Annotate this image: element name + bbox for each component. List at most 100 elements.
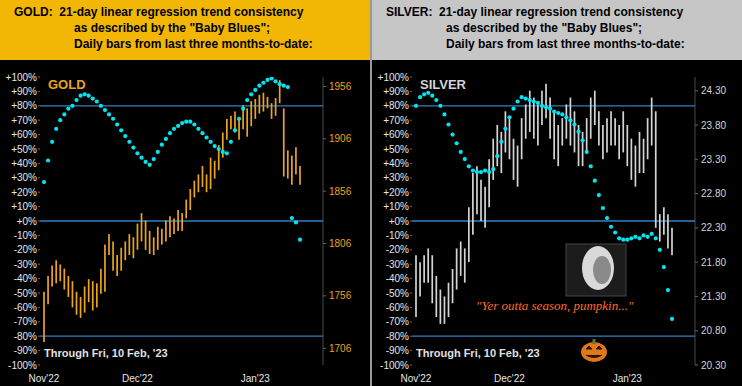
price-bar xyxy=(149,231,151,254)
y-tick-label: -10% xyxy=(386,230,409,241)
baby-blue-dot xyxy=(666,288,670,292)
baby-blue-dot xyxy=(103,108,107,112)
baby-blue-dot xyxy=(589,164,593,168)
baby-blue-dot xyxy=(450,133,454,137)
y-tick xyxy=(38,163,40,164)
price-bar xyxy=(655,111,657,228)
price-bar xyxy=(299,166,301,185)
y2-tick xyxy=(323,295,326,296)
price-bar xyxy=(431,255,433,303)
price-bar xyxy=(586,118,588,152)
baby-blue-dot xyxy=(646,235,650,239)
baby-blue-dot xyxy=(658,248,662,252)
baby-blue-dot xyxy=(83,92,87,96)
price-bar xyxy=(88,279,90,302)
baby-blue-dot xyxy=(294,220,298,224)
baby-blue-dot xyxy=(180,121,184,125)
baby-blue-dot xyxy=(552,109,556,113)
y-tick-label: -80% xyxy=(386,331,409,342)
price-bar xyxy=(165,220,167,241)
y-tick xyxy=(410,350,412,351)
price-bar xyxy=(137,224,139,250)
baby-blue-dot xyxy=(74,98,78,102)
baby-blue-dot xyxy=(156,150,160,154)
price-bar xyxy=(108,234,110,255)
price-bar xyxy=(185,200,187,219)
price-bar xyxy=(460,242,462,276)
price-bar xyxy=(92,281,94,310)
price-bar xyxy=(51,266,53,287)
price-bar xyxy=(427,248,429,282)
plot-area xyxy=(42,77,302,342)
y-tick-label: -30% xyxy=(386,259,409,270)
baby-blue-dot xyxy=(286,85,290,89)
y2-tick xyxy=(695,330,698,331)
baby-blue-dot xyxy=(662,265,666,269)
price-bar xyxy=(116,255,118,276)
y-tick-label: +60% xyxy=(383,129,409,140)
y2-tick xyxy=(323,86,326,87)
price-bar xyxy=(63,269,65,290)
y-tick xyxy=(38,77,40,78)
baby-blue-dot xyxy=(225,151,229,155)
y-tick-label: -60% xyxy=(14,302,37,313)
decoration xyxy=(581,342,607,362)
baby-blue-dot xyxy=(257,84,261,88)
price-bar xyxy=(448,283,450,317)
price-bar xyxy=(484,187,486,228)
price-bar xyxy=(230,116,232,130)
price-bar xyxy=(124,241,126,260)
price-bar xyxy=(259,95,261,114)
price-bar xyxy=(606,118,608,152)
y-tick-label: -20% xyxy=(386,244,409,255)
baby-blue-dot xyxy=(422,92,426,96)
baby-blue-dot xyxy=(233,128,237,132)
baby-blue-dot xyxy=(66,107,70,111)
baby-blue-dot xyxy=(564,115,568,119)
header-box xyxy=(0,0,370,60)
baby-blue-dot xyxy=(70,104,74,108)
baby-blue-dot xyxy=(503,127,507,131)
y-tick-label: +40% xyxy=(11,158,37,169)
baby-blue-dot xyxy=(495,154,499,158)
baby-blue-dot xyxy=(99,104,103,108)
baby-blue-dot xyxy=(442,112,446,116)
baby-blue-dot xyxy=(581,138,585,142)
baby-blue-dot xyxy=(520,95,524,99)
baby-blue-dot xyxy=(160,143,164,147)
baby-blue-dot xyxy=(621,238,625,242)
baby-blue-dot xyxy=(282,84,286,88)
price-bar xyxy=(267,97,269,109)
y-tick xyxy=(410,177,412,178)
y-tick xyxy=(410,336,412,337)
y2-tick xyxy=(323,138,326,139)
price-bar xyxy=(513,139,515,180)
baby-blue-dot xyxy=(568,118,572,122)
baby-blue-dot xyxy=(524,97,528,101)
y-tick-label: -70% xyxy=(386,316,409,327)
chart-root: GOLD: 21-day linear regression trend con… xyxy=(0,0,742,386)
y-tick-label: -100% xyxy=(380,360,409,371)
baby-blue-dot xyxy=(617,236,621,240)
y-tick xyxy=(410,278,412,279)
price-bar xyxy=(100,269,102,294)
y-tick xyxy=(410,249,412,250)
y2-tick xyxy=(695,193,698,194)
y-tick xyxy=(38,293,40,294)
price-bar xyxy=(145,220,147,249)
price-bar xyxy=(647,118,649,159)
y-tick-label: +20% xyxy=(11,187,37,198)
y-tick-label: -80% xyxy=(14,331,37,342)
y-tick-label: -90% xyxy=(386,345,409,356)
baby-blue-dot xyxy=(253,88,257,92)
baby-blue-dot xyxy=(467,164,471,168)
reference-line xyxy=(412,105,695,106)
price-bar xyxy=(659,214,661,241)
price-bar xyxy=(561,118,563,145)
y-tick xyxy=(38,307,40,308)
price-bar xyxy=(59,264,61,281)
y2-tick xyxy=(695,262,698,263)
price-bar xyxy=(96,283,98,307)
baby-blue-dot xyxy=(491,167,495,171)
y-tick-label: +0% xyxy=(389,216,409,227)
